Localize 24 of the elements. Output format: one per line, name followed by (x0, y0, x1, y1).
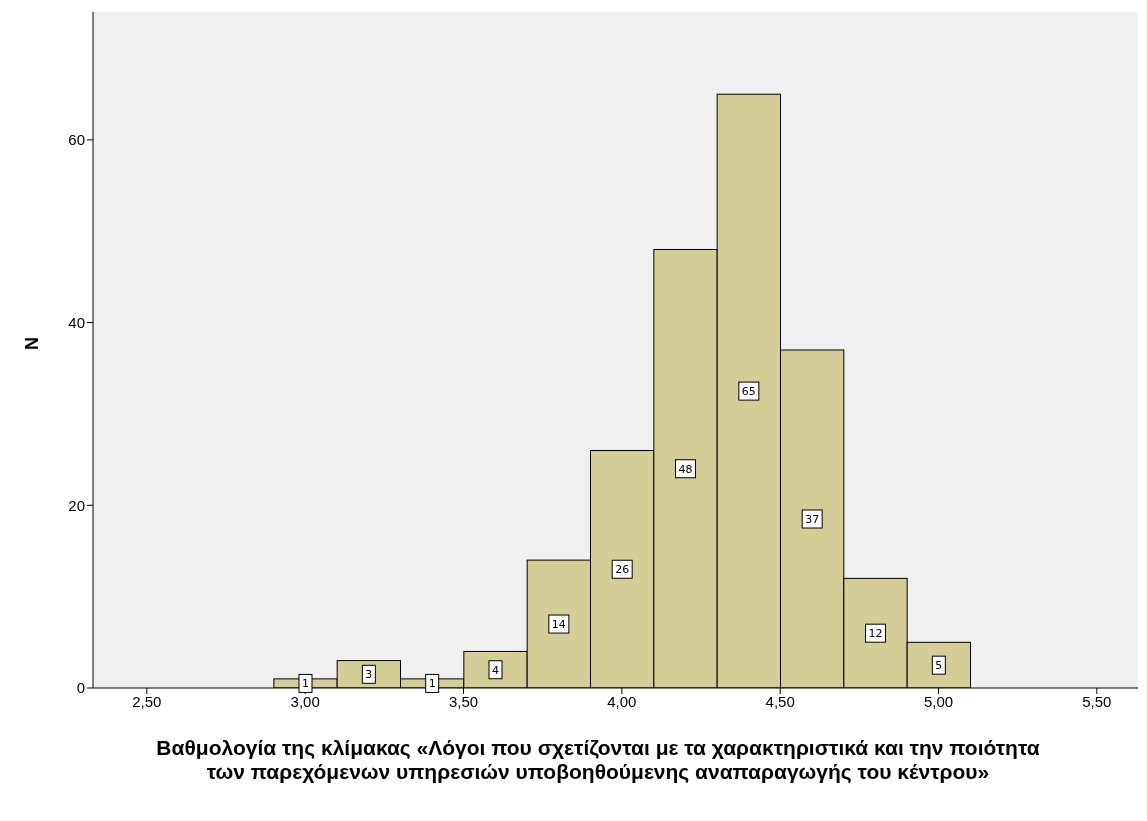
data-label: 14 (551, 618, 566, 632)
data-label: 48 (678, 462, 693, 476)
data-label: 1 (428, 677, 436, 691)
data-label: 3 (365, 668, 373, 682)
y-tick-label: 0 (76, 679, 85, 697)
y-axis-title: N (22, 337, 43, 350)
x-tick-label: 2,50 (132, 692, 162, 710)
data-label: 26 (615, 563, 630, 577)
data-label: 37 (805, 513, 820, 526)
x-axis-title: Βαθμολογία της κλίμακας «Λόγοι που σχετίζονται με τα χαρακτηριστικά και την ποιότητα των παρεχόμενων υπηρεσιών υποβοηθούμενης αναπαραγωγής του κέντρου» (155, 736, 1041, 784)
y-tick-label: 60 (68, 131, 85, 149)
data-label: 12 (868, 627, 883, 641)
x-tick-label: 5,00 (923, 692, 954, 710)
data-label: 4 (492, 663, 499, 677)
x-tick-label: 5,50 (1082, 692, 1112, 710)
x-tick-label: 4,00 (607, 692, 637, 710)
data-label: 1 (302, 677, 309, 691)
y-tick-label: 40 (68, 313, 85, 331)
x-tick-label: 3,50 (448, 692, 479, 710)
x-tick-label: 3,00 (290, 692, 320, 710)
x-tick-label: 4,50 (765, 692, 795, 710)
y-tick-label: 20 (68, 496, 85, 514)
data-label: 5 (935, 659, 943, 673)
data-label: 65 (741, 385, 756, 399)
